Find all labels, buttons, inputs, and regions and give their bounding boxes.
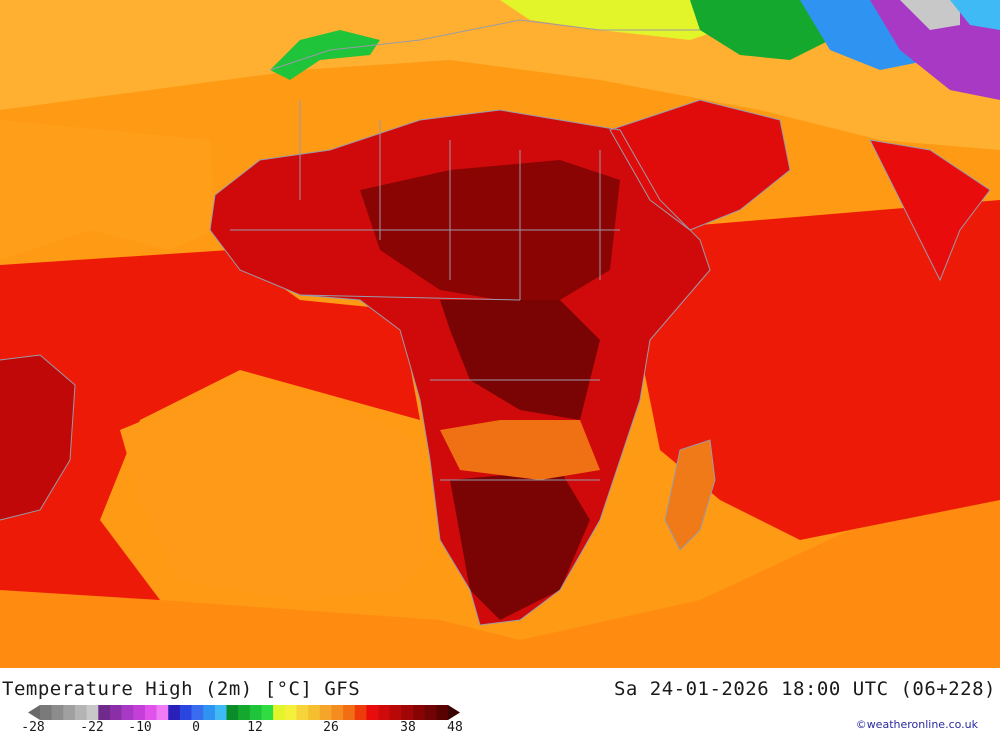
legend-color-cell xyxy=(51,705,64,720)
legend-cells xyxy=(40,705,449,720)
legend-color-cell xyxy=(389,705,402,720)
legend-tick: 48 xyxy=(447,720,463,735)
legend-color-cell xyxy=(308,705,321,720)
legend-color-cell xyxy=(86,705,99,720)
legend-color-cell xyxy=(144,705,157,720)
zambia-mild-zone xyxy=(440,420,600,480)
legend-color-cell xyxy=(343,705,356,720)
central-africa-hot-zone xyxy=(440,300,600,420)
legend-color-cell xyxy=(203,705,216,720)
legend-color-cell xyxy=(191,705,204,720)
equatorial-atlantic xyxy=(0,250,420,600)
map-canvas xyxy=(0,0,1000,668)
legend-color-cell xyxy=(109,705,122,720)
legend-color-cell xyxy=(40,705,52,720)
southern-ocean xyxy=(0,500,1000,668)
legend-color-cell xyxy=(296,705,309,720)
madagascar[interactable] xyxy=(665,440,715,550)
legend-tick: 0 xyxy=(192,720,200,735)
legend-color-cell xyxy=(331,705,344,720)
legend-color-cell xyxy=(214,705,227,720)
country-borders xyxy=(0,19,991,626)
map-footer: Temperature High (2m) [°C] GFS Sa 24-01-… xyxy=(0,668,1000,735)
legend-color-cell xyxy=(121,705,134,720)
legend-tick: 26 xyxy=(323,720,339,735)
legend-color-cell xyxy=(63,705,76,720)
india[interactable] xyxy=(870,140,990,280)
indian-ocean-warm xyxy=(640,200,1000,540)
south-atlantic-gyre xyxy=(120,380,430,600)
legend-color-cell xyxy=(354,705,367,720)
legend-color-cell xyxy=(273,705,286,720)
legend-color-cell xyxy=(413,705,425,720)
legend-color-cell xyxy=(168,705,181,720)
legend-color-cell xyxy=(261,705,274,720)
legend-tick: -10 xyxy=(128,720,152,735)
south-america-edge[interactable] xyxy=(0,355,75,520)
legend-left-arrow xyxy=(28,705,40,720)
legend-color-cell xyxy=(436,705,449,720)
mountain-cold-patch xyxy=(900,0,960,30)
legend-color-cell xyxy=(378,705,391,720)
legend-color-cell xyxy=(238,705,251,720)
legend-tick: 38 xyxy=(400,720,416,735)
north-africa-coast-cool xyxy=(270,30,380,80)
legend-color-cell xyxy=(424,705,437,720)
legend-color-cell xyxy=(133,705,146,720)
southern-africa-hot-zone xyxy=(450,470,590,620)
legend-color-cell xyxy=(156,705,169,720)
legend-color-cell xyxy=(226,705,239,720)
legend-tick: 12 xyxy=(247,720,263,735)
legend-color-cell xyxy=(179,705,192,720)
legend-tick: -22 xyxy=(80,720,104,735)
legend-color-cell xyxy=(98,705,111,720)
legend-right-arrow xyxy=(448,705,460,720)
legend-color-cell xyxy=(249,705,262,720)
turkey-cool xyxy=(690,0,830,60)
credit-link[interactable]: ©weatheronline.co.uk xyxy=(855,718,978,731)
legend-color-cell xyxy=(74,705,87,720)
legend-color-cell xyxy=(401,705,414,720)
temperature-map[interactable] xyxy=(0,0,1000,668)
legend-color-cell xyxy=(319,705,332,720)
legend-color-cell xyxy=(366,705,379,720)
map-title: Temperature High (2m) [°C] GFS xyxy=(2,678,361,700)
forecast-datetime: Sa 24-01-2026 18:00 UTC (06+228) xyxy=(613,678,996,700)
atlantic-north-region xyxy=(0,120,215,260)
legend-bar xyxy=(28,705,460,720)
iran-cold xyxy=(870,0,1000,100)
arabia[interactable] xyxy=(610,100,790,230)
legend-tick: -28 xyxy=(21,720,45,735)
legend-color-cell xyxy=(284,705,297,720)
caspian-cold xyxy=(950,0,1000,30)
